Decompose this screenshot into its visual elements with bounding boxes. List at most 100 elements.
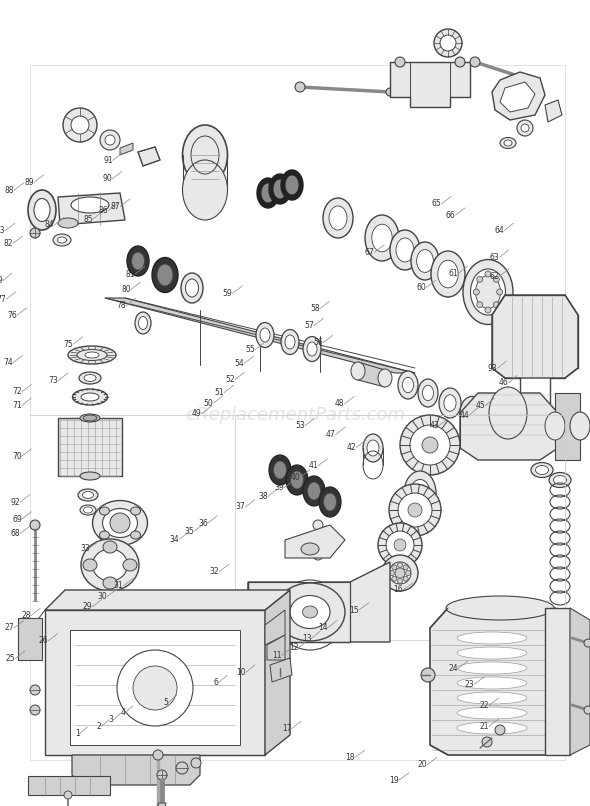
Polygon shape: [492, 72, 545, 120]
Ellipse shape: [269, 455, 291, 485]
Text: 71: 71: [12, 401, 22, 410]
Circle shape: [290, 595, 330, 635]
Circle shape: [455, 57, 465, 67]
Circle shape: [495, 725, 505, 735]
Text: 83: 83: [0, 226, 5, 235]
Ellipse shape: [457, 722, 527, 734]
Circle shape: [482, 737, 492, 747]
Polygon shape: [248, 562, 390, 642]
Ellipse shape: [275, 583, 345, 641]
Ellipse shape: [273, 179, 287, 199]
Text: 36: 36: [198, 518, 208, 528]
Ellipse shape: [182, 160, 228, 220]
Text: 60: 60: [416, 283, 426, 293]
Ellipse shape: [182, 125, 228, 185]
Ellipse shape: [78, 489, 98, 501]
Text: 55: 55: [245, 345, 255, 355]
Text: 25: 25: [6, 654, 15, 663]
Circle shape: [497, 289, 503, 295]
Ellipse shape: [79, 372, 101, 384]
Ellipse shape: [438, 260, 458, 288]
Ellipse shape: [71, 197, 109, 213]
Circle shape: [392, 565, 397, 570]
Polygon shape: [460, 393, 558, 460]
Text: 12: 12: [290, 642, 299, 652]
Text: 10: 10: [237, 667, 246, 677]
Ellipse shape: [372, 224, 392, 251]
Text: 64: 64: [494, 226, 504, 235]
Ellipse shape: [80, 472, 100, 480]
Ellipse shape: [100, 531, 109, 539]
Ellipse shape: [127, 246, 149, 276]
Ellipse shape: [457, 677, 527, 689]
Polygon shape: [545, 100, 562, 122]
Text: 85: 85: [83, 214, 93, 224]
Ellipse shape: [457, 707, 527, 719]
Text: 75: 75: [63, 339, 73, 349]
Text: eReplacementParts.com: eReplacementParts.com: [185, 406, 405, 424]
Polygon shape: [500, 82, 535, 112]
Polygon shape: [265, 590, 290, 755]
Ellipse shape: [446, 596, 554, 620]
Ellipse shape: [261, 183, 275, 203]
Ellipse shape: [58, 218, 78, 228]
Text: 88: 88: [5, 185, 14, 195]
Polygon shape: [138, 147, 160, 166]
Text: 39: 39: [274, 483, 284, 492]
Text: 40: 40: [290, 472, 300, 482]
Circle shape: [473, 289, 479, 295]
Ellipse shape: [57, 237, 67, 243]
Ellipse shape: [470, 269, 506, 315]
Circle shape: [398, 579, 402, 584]
Ellipse shape: [390, 230, 420, 270]
Text: 24: 24: [449, 663, 458, 673]
Text: 61: 61: [449, 268, 458, 278]
Text: 89: 89: [25, 177, 34, 187]
Circle shape: [63, 108, 97, 142]
Text: 35: 35: [184, 526, 194, 536]
Ellipse shape: [418, 379, 438, 407]
Text: 19: 19: [389, 775, 399, 785]
Circle shape: [394, 539, 406, 551]
Text: 27: 27: [5, 623, 14, 633]
Polygon shape: [18, 618, 42, 660]
Circle shape: [405, 571, 411, 575]
Text: 54: 54: [234, 359, 244, 368]
Text: 22: 22: [480, 700, 489, 710]
Ellipse shape: [303, 336, 321, 362]
Circle shape: [117, 650, 193, 726]
Ellipse shape: [285, 175, 299, 195]
Ellipse shape: [85, 352, 99, 358]
Ellipse shape: [269, 174, 291, 204]
Text: 15: 15: [349, 605, 359, 615]
Circle shape: [584, 706, 590, 714]
Ellipse shape: [444, 395, 456, 411]
Circle shape: [313, 550, 323, 560]
Ellipse shape: [457, 647, 527, 659]
Ellipse shape: [319, 487, 341, 517]
Text: 77: 77: [0, 294, 6, 304]
Ellipse shape: [301, 543, 319, 555]
Text: 47: 47: [326, 430, 336, 439]
Circle shape: [389, 484, 441, 536]
Polygon shape: [555, 628, 575, 650]
Ellipse shape: [181, 273, 203, 303]
Circle shape: [517, 120, 533, 136]
Circle shape: [410, 425, 450, 465]
Polygon shape: [45, 610, 265, 755]
Circle shape: [389, 571, 395, 575]
Ellipse shape: [365, 215, 399, 261]
Polygon shape: [492, 295, 578, 378]
Text: 59: 59: [222, 289, 232, 298]
Ellipse shape: [152, 257, 178, 293]
Text: 41: 41: [309, 461, 318, 471]
Polygon shape: [70, 630, 240, 745]
Text: 90: 90: [102, 174, 112, 184]
Circle shape: [157, 770, 167, 780]
Text: 86: 86: [99, 206, 109, 215]
Circle shape: [378, 523, 422, 567]
Ellipse shape: [285, 335, 295, 349]
Ellipse shape: [404, 471, 436, 515]
Ellipse shape: [402, 377, 414, 393]
Ellipse shape: [80, 414, 100, 422]
